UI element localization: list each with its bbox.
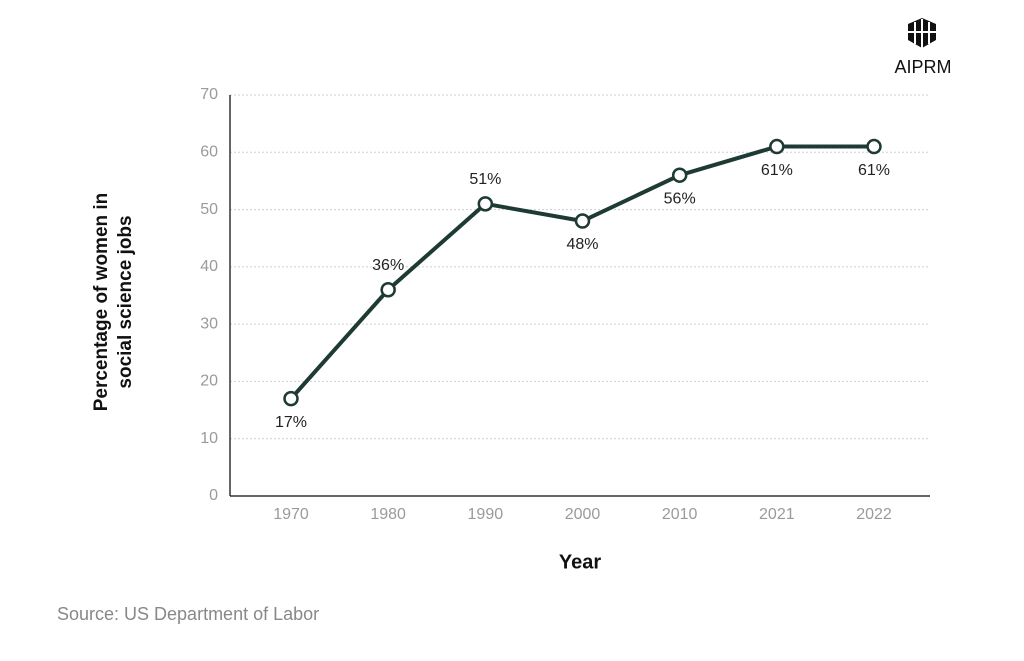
logo-text: AIPRM [894,57,951,77]
data-label: 51% [469,171,501,188]
data-point [866,138,882,155]
data-point [769,138,785,155]
logo-icon [908,18,936,48]
source: Source: US Department of Labor [57,604,319,624]
y-tick-label: 60 [200,144,218,161]
data-point [574,213,591,229]
x-tick-label: 1970 [273,506,309,523]
x-tick-label: 1980 [370,506,406,523]
data-label: 48% [566,236,598,253]
y-axis-title-line: Percentage of women in [91,193,112,412]
data-point [380,282,396,298]
data-point [477,196,494,212]
data-label: 61% [761,162,793,179]
x-tick-label: 2000 [565,506,601,523]
data-point [671,167,688,183]
x-tick-label: 2022 [856,506,892,523]
x-tick-label: 1990 [468,506,504,523]
x-axis-title: Year [559,551,601,573]
y-tick-label: 10 [200,430,218,447]
x-tick-label: 2021 [759,506,795,523]
y-axis-title-line: social science jobs [115,215,136,388]
y-tick-label: 0 [209,487,218,504]
y-tick-label: 50 [200,201,218,218]
y-tick-label: 70 [200,86,218,103]
y-axis-title: Percentage of women in social science jo… [91,193,136,412]
data-label: 56% [664,190,696,207]
y-tick-label: 40 [200,258,218,275]
data-point [283,390,299,407]
y-tick-label: 20 [200,373,218,390]
y-tick-label: 30 [200,315,218,332]
data-label: 61% [858,162,890,179]
data-label: 36% [372,257,404,274]
x-tick-label: 2010 [662,506,698,523]
data-label: 17% [275,414,307,431]
